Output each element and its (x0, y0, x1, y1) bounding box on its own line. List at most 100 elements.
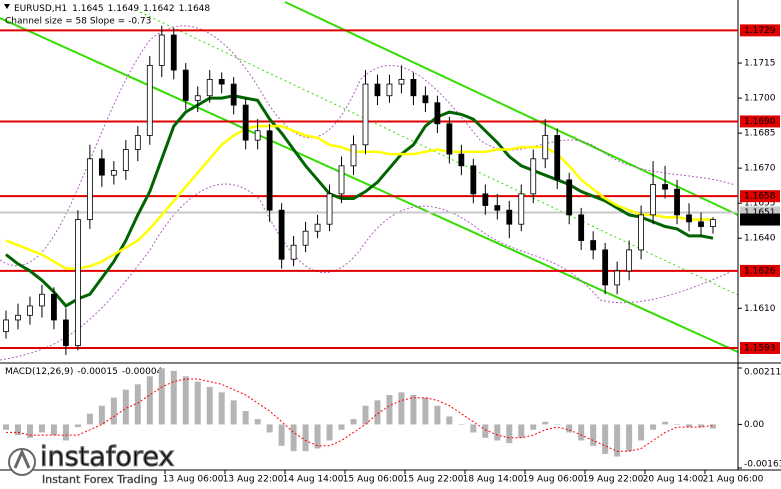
candle-body (566, 179, 573, 216)
candle-body (506, 209, 513, 225)
macd-bar (386, 395, 393, 425)
candle-body (374, 83, 381, 97)
level-label: 1.1729 (744, 26, 776, 36)
macd-bar (446, 416, 453, 425)
macd-bar (38, 424, 45, 433)
candle-body (482, 193, 489, 206)
last-price-box (740, 213, 780, 226)
y-tick-label: -0.00163 (744, 460, 781, 470)
macd-bar (590, 424, 597, 446)
macd-bar (614, 424, 621, 457)
macd-bar (434, 405, 441, 425)
macd-bar (242, 411, 249, 425)
x-tick-label: 19 Aug 06:00 (523, 475, 584, 485)
macd-bar (110, 397, 117, 425)
macd-bar (422, 397, 429, 425)
high-value: 1.1649 (108, 4, 140, 14)
candle-body (74, 219, 81, 347)
level-label: 1.1658 (744, 192, 776, 202)
signal-value: -0.00004 (122, 367, 163, 377)
macd-bar (410, 395, 417, 425)
macd-bar (50, 424, 57, 436)
y-tick-label: 1.1655 (744, 199, 776, 209)
macd-bar (3, 424, 9, 430)
y-tick-label: 1.1685 (744, 129, 776, 139)
candle-body (710, 219, 716, 227)
macd-bar (266, 424, 273, 433)
candle-body (218, 79, 225, 85)
x-tick-label: 18 Aug 14:00 (463, 475, 524, 485)
candle-body (626, 249, 633, 272)
y-tick-label: 1.1610 (744, 304, 776, 314)
candle-body (398, 79, 405, 85)
macd-bar (194, 381, 201, 425)
candle-body (3, 319, 9, 333)
candle-body (542, 135, 549, 160)
y-tick-label: 1.1715 (744, 59, 776, 69)
macd-bar (14, 424, 21, 436)
macd-bar (146, 376, 153, 425)
macd-bar (398, 392, 405, 425)
x-tick-label: 14 Aug 14:00 (283, 475, 344, 485)
macd-bar (230, 400, 237, 425)
candle-body (686, 214, 692, 223)
level-label-box (740, 190, 780, 203)
candle-body (614, 270, 621, 286)
macd-bar (86, 413, 93, 425)
candle-body (470, 165, 477, 195)
low-value: 1.1642 (143, 4, 175, 14)
candle-body (362, 83, 369, 146)
level-label: 1.1593 (744, 343, 776, 353)
channel-line (284, 1, 739, 216)
macd-bar (518, 424, 525, 438)
candle-body (194, 95, 201, 101)
x-tick-label: 15 Aug 06:00 (343, 475, 404, 485)
candle-body (386, 83, 393, 97)
macd-bar (62, 424, 69, 441)
macd-bar (506, 424, 513, 444)
x-tick-label: 20 Aug 14:00 (643, 475, 704, 485)
macd-bar (122, 389, 129, 425)
y-tick-label: 1.1700 (744, 94, 776, 104)
y-tick-label: 1.1640 (744, 234, 776, 244)
macd-bar (638, 424, 645, 441)
macd-bar (290, 424, 297, 452)
candle-body (242, 104, 249, 141)
last-price-label: 1.1648 (744, 215, 776, 225)
channel-line (0, 17, 739, 353)
layout-lines (0, 1, 739, 361)
candle-body (134, 135, 141, 150)
macd-bar (254, 419, 261, 425)
macd-bar (494, 424, 501, 441)
x-tick-label: 13 Aug 22:00 (223, 475, 284, 485)
y-tick-label: 0.00 (744, 420, 764, 430)
candle-body (278, 209, 285, 260)
level-label-box (740, 341, 780, 354)
logo-tagline: Instant Forex Trading (42, 473, 158, 486)
macd-bar (74, 424, 81, 428)
candle-body (554, 135, 561, 181)
chart-header: EURUSD,H1 1.1645 1.1649 1.1642 1.1648 (14, 4, 210, 14)
header-icon (4, 4, 10, 9)
close-value: 1.1648 (179, 4, 211, 14)
candle-body (110, 170, 117, 176)
moving-average (5, 94, 714, 308)
candle-body (638, 214, 645, 251)
candle-body (494, 205, 501, 211)
x-tick-label: 21 Aug 06:00 (703, 475, 764, 485)
candle-body (86, 158, 93, 220)
candle-body (698, 221, 704, 227)
level-label: 1.1690 (744, 117, 776, 127)
chart-title: EURUSD,H1 (14, 4, 67, 14)
macd-bar (530, 424, 537, 430)
macd-bar (542, 421, 549, 425)
level-label-box (740, 24, 780, 37)
candle-body (314, 223, 321, 232)
candle-body (422, 95, 429, 104)
macd-bar (554, 424, 561, 425)
macd-bar (350, 419, 357, 425)
macd-bar (566, 424, 573, 433)
level-label: 1.1626 (744, 266, 776, 276)
macd-bar (698, 424, 705, 428)
logo-brand: instaforex (40, 442, 174, 473)
